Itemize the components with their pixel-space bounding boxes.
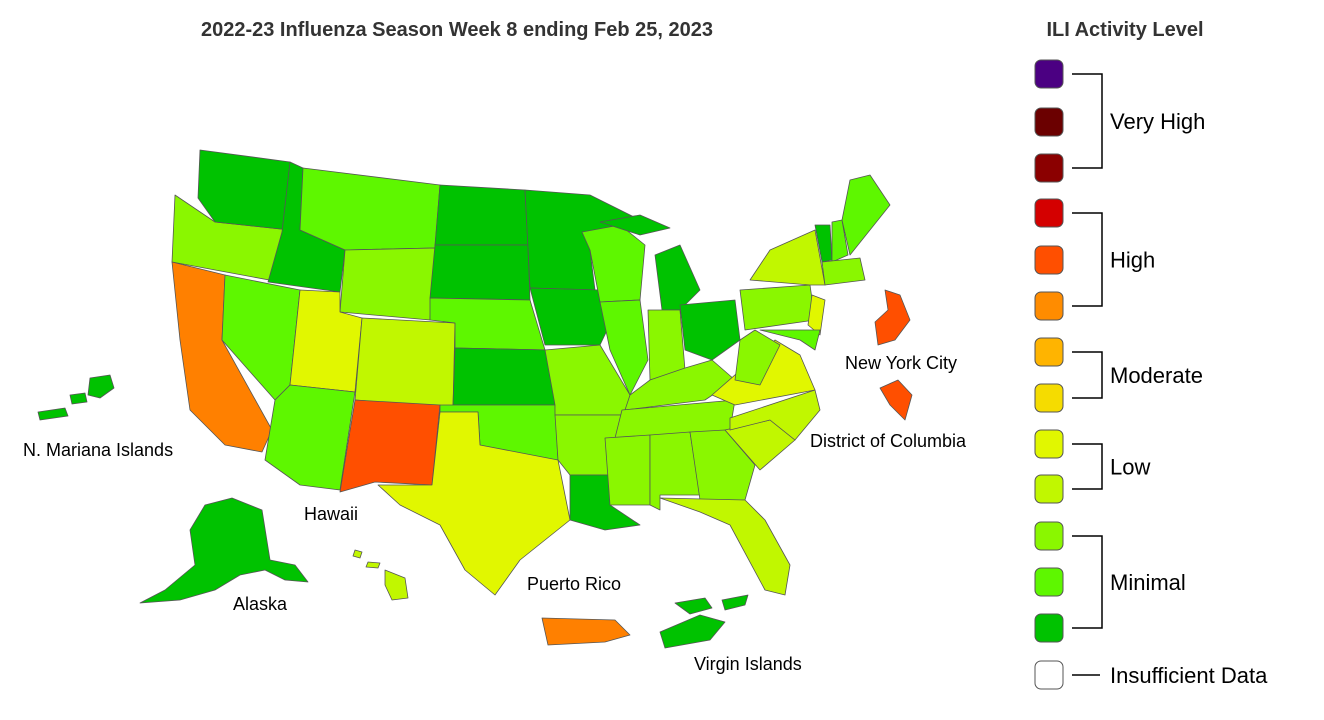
state bbox=[354, 317, 456, 409]
state bbox=[831, 219, 849, 263]
virgin-islands bbox=[721, 594, 749, 611]
puerto-rico bbox=[541, 617, 631, 646]
state bbox=[654, 244, 701, 311]
alaska bbox=[139, 497, 309, 604]
legend-swatch bbox=[1034, 474, 1064, 504]
n-mariana-islands bbox=[87, 374, 115, 399]
state bbox=[759, 329, 821, 351]
state bbox=[429, 244, 531, 301]
legend-swatch bbox=[1034, 107, 1064, 137]
legend-swatch bbox=[1034, 660, 1064, 690]
map-label: New York City bbox=[845, 353, 957, 373]
state bbox=[452, 347, 556, 406]
new-york-city bbox=[874, 289, 911, 346]
legend-label: Low bbox=[1110, 455, 1150, 480]
legend-label: Insufficient Data bbox=[1110, 663, 1268, 688]
hawaii bbox=[384, 569, 409, 601]
legend-bracket bbox=[1072, 443, 1103, 490]
map-label: Alaska bbox=[233, 594, 288, 614]
legend-label: Moderate bbox=[1110, 363, 1203, 388]
map-label: N. Mariana Islands bbox=[23, 440, 173, 460]
state bbox=[197, 149, 291, 231]
legend-swatch bbox=[1034, 245, 1064, 275]
legend-swatch bbox=[1034, 59, 1064, 89]
legend-label: Minimal bbox=[1110, 570, 1186, 595]
state bbox=[377, 411, 571, 596]
legend: Very High High Moderate Low Minimal Insuffici… bbox=[1034, 59, 1268, 690]
state bbox=[659, 497, 791, 596]
legend-bracket bbox=[1072, 73, 1103, 169]
state bbox=[689, 429, 756, 501]
state bbox=[339, 247, 436, 321]
state bbox=[599, 299, 649, 396]
legend-bracket bbox=[1072, 535, 1103, 629]
legend-swatch bbox=[1034, 153, 1064, 183]
legend-swatch bbox=[1034, 521, 1064, 551]
state bbox=[841, 174, 891, 256]
state bbox=[264, 384, 356, 491]
virgin-islands bbox=[659, 614, 726, 649]
n-mariana-islands bbox=[37, 407, 69, 421]
state bbox=[604, 434, 651, 506]
legend-swatch bbox=[1034, 567, 1064, 597]
legend-swatch bbox=[1034, 613, 1064, 643]
legend-title: ILI Activity Level bbox=[1046, 19, 1203, 41]
state bbox=[434, 184, 529, 246]
legend-swatch bbox=[1034, 198, 1064, 228]
map-label: Hawaii bbox=[304, 504, 358, 524]
state bbox=[734, 329, 781, 386]
map-title: 2022-23 Influenza Season Week 8 ending F… bbox=[201, 19, 713, 41]
map-label: Virgin Islands bbox=[694, 654, 802, 674]
legend-swatch bbox=[1034, 429, 1064, 459]
states bbox=[37, 149, 913, 649]
virgin-islands bbox=[674, 597, 713, 615]
state bbox=[679, 299, 741, 361]
n-mariana-islands bbox=[69, 392, 88, 405]
legend-swatch bbox=[1034, 337, 1064, 367]
map-label: Puerto Rico bbox=[527, 574, 621, 594]
legend-swatch bbox=[1034, 291, 1064, 321]
legend-swatch bbox=[1034, 383, 1064, 413]
state bbox=[599, 214, 671, 236]
state bbox=[749, 229, 826, 286]
state bbox=[339, 399, 441, 493]
state bbox=[807, 294, 826, 336]
legend-label: High bbox=[1110, 248, 1155, 273]
state bbox=[821, 257, 866, 286]
map-label: District of Columbia bbox=[810, 431, 967, 451]
hawaii bbox=[365, 561, 381, 569]
hawaii bbox=[352, 549, 363, 559]
state bbox=[739, 284, 816, 331]
legend-bracket bbox=[1072, 212, 1103, 307]
state bbox=[299, 167, 441, 251]
legend-bracket bbox=[1072, 351, 1103, 399]
district-of-columbia bbox=[879, 379, 913, 421]
legend-label: Very High bbox=[1110, 109, 1205, 134]
